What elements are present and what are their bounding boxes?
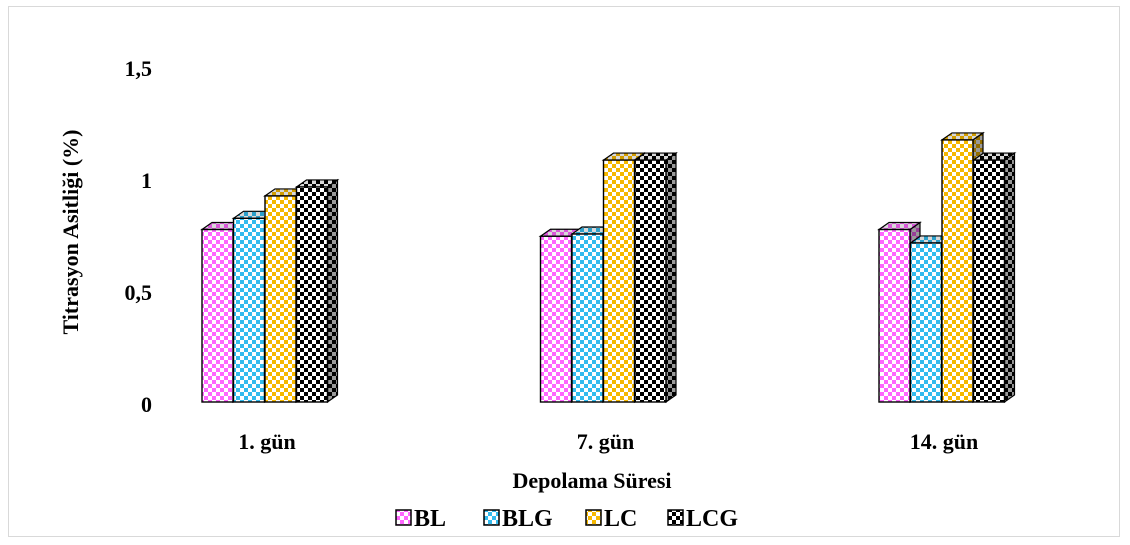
legend-swatch (667, 509, 684, 526)
legend-item-bl: BL (395, 506, 446, 532)
y-tick-label: 1,5 (125, 56, 153, 81)
legend-swatch (585, 509, 602, 526)
legend-label: BLG (502, 506, 553, 532)
y-tick-label: 0,5 (125, 280, 153, 305)
bar-lcg-3 (971, 151, 1017, 404)
x-tick-label: 14. gün (910, 429, 978, 454)
legend-item-lcg: LCG (667, 506, 738, 532)
bar-lcg-2 (633, 151, 678, 404)
y-tick-label: 1 (141, 168, 152, 193)
legend-swatch (395, 509, 412, 526)
legend-label: LC (604, 506, 637, 532)
x-axis-title: Depolama Süresi (512, 468, 671, 493)
x-tick-label: 1. gün (238, 429, 295, 454)
legend-label: BL (414, 506, 446, 532)
legend-item-lc: LC (585, 506, 637, 532)
legend-label: LCG (686, 506, 738, 532)
y-axis-title: Titrasyon Asitliği (%) (58, 130, 83, 335)
x-tick-label: 7. gün (577, 429, 634, 454)
bars-group (200, 131, 1017, 404)
legend: BL BLG LC LCG (395, 506, 738, 532)
legend-item-blg: BLG (483, 506, 553, 532)
legend-swatch (483, 509, 500, 526)
bar-lcg-1 (294, 178, 340, 404)
y-tick-label: 0 (141, 392, 152, 417)
y-axis-ticks: 0 0,5 1 1,5 (125, 56, 153, 417)
